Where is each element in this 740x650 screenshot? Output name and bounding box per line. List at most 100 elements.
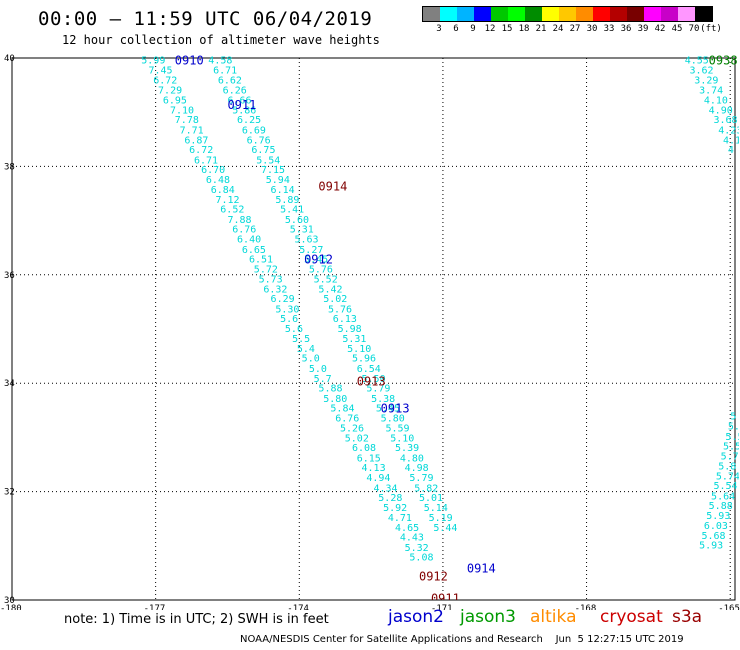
swh-value: 5.45 <box>304 255 328 266</box>
swh-value: 6.13 <box>333 314 357 325</box>
longitude-tick-label: -180 <box>0 604 22 610</box>
longitude-tick-label: -177 <box>144 604 166 610</box>
swh-value: 6.32 <box>263 284 287 295</box>
colorbar-swatch <box>576 7 593 21</box>
longitude-tick-label: -174 <box>287 604 309 610</box>
swh-value: 5.79 <box>366 384 390 395</box>
swh-value: 5.41 <box>280 205 304 216</box>
swh-value: 3.29 <box>694 76 718 87</box>
credit-line: NOAA/NESDIS Center for Satellite Applica… <box>240 634 684 645</box>
swh-value: 5.38 <box>371 394 395 405</box>
swh-value: 7.15 <box>261 165 285 176</box>
swh-value: 5.93 <box>706 511 730 522</box>
swh-value: 6.84 <box>211 185 235 196</box>
swh-value: 6.75 <box>251 145 275 156</box>
swh-value: 5.59 <box>385 424 409 435</box>
legend-jason2: jason2 <box>388 607 444 627</box>
colorbar-label: 12 <box>484 24 496 34</box>
swh-value: 6.29 <box>271 294 295 305</box>
swh-value: 6.69 <box>242 126 266 137</box>
swh-value: 5.44 <box>433 523 457 534</box>
swh-value: 5.01 <box>419 493 443 504</box>
latitude-tick-label: 36 <box>4 271 15 281</box>
swh-value: 5.31 <box>290 225 314 236</box>
pass-time-label: 0912 <box>419 570 448 584</box>
swh-value: 5.74 <box>716 471 740 482</box>
pass-time-label: 0913 <box>381 402 410 416</box>
colorbar-swatches <box>422 6 713 22</box>
pass-time-label: 0911 <box>227 98 256 112</box>
colorbar-label: 3 <box>436 24 442 34</box>
swh-value: 5.50 <box>362 374 386 385</box>
swh-value: 6.15 <box>357 453 381 464</box>
latitude-tick-label: 38 <box>4 162 15 172</box>
swh-value: 5.80 <box>323 394 347 405</box>
swh-value: 7.71 <box>180 126 204 137</box>
swh-value: 5.63 <box>294 234 318 245</box>
swh-value: 5.76 <box>328 304 352 315</box>
swh-value: 5.99 <box>141 56 165 67</box>
colorbar-swatch <box>542 7 559 21</box>
latitude-tick-label: 30 <box>4 596 15 606</box>
swh-value: 5.60 <box>285 215 309 226</box>
swh-value: 5.93 <box>699 541 723 552</box>
colorbar-swatch <box>559 7 576 21</box>
legend-altika: altika <box>530 607 577 627</box>
swh-value: 6.08 <box>352 443 376 454</box>
swh-value: 5.0 <box>309 364 327 375</box>
colorbar-swatch <box>695 7 712 21</box>
swh-value: 6.76 <box>335 413 359 424</box>
colorbar-swatch <box>678 7 695 21</box>
colorbar-swatch <box>644 7 661 21</box>
swh-value: 7.29 <box>158 85 182 96</box>
colorbar-swatch <box>457 7 474 21</box>
colorbar-label: 70 <box>688 24 700 34</box>
swh-value: 5.84 <box>330 404 354 415</box>
swh-value: 5.5 <box>292 334 310 345</box>
swh-value: 6.76 <box>247 135 271 146</box>
swh-value: 6.54 <box>357 364 381 375</box>
swh-value: 5.5 <box>723 442 740 453</box>
swh-value: 5.80 <box>381 413 405 424</box>
swh-value: 5.94 <box>266 175 290 186</box>
swh-value: 4.13 <box>362 463 386 474</box>
swh-value: 5.96 <box>352 354 376 365</box>
swh-value: 6.71 <box>194 155 218 166</box>
longitude-tick-label: -165 <box>718 604 740 610</box>
legend-s3a: s3a <box>672 607 703 627</box>
swh-value: 5.86 <box>232 105 256 116</box>
swh-value: 6.70 <box>201 165 225 176</box>
pass-time-label: 0914 <box>467 561 496 575</box>
wave-height-map: 40 38 36 34 32 30-180 -177 -174 -171 -168 -165 5.99… <box>0 54 740 610</box>
swh-value: 5.14 <box>424 503 448 514</box>
swh-value: 4.34 <box>374 483 398 494</box>
swh-value: 5.68 <box>701 531 725 542</box>
longitude-tick-label: -168 <box>575 604 597 610</box>
pass-time-label: 0911 <box>431 591 460 605</box>
swh-value: 5.02 <box>323 294 347 305</box>
swh-value: 6.62 <box>218 76 242 87</box>
swh-value: 6.66 <box>227 96 251 107</box>
swh-value: 5.19 <box>429 513 453 524</box>
colorbar-swatch <box>474 7 491 21</box>
colorbar-label: 6 <box>453 24 459 34</box>
swh-value: 4.23 <box>718 126 740 137</box>
swh-value: 5.73 <box>259 275 283 286</box>
swh-value: 4.10 <box>704 96 728 107</box>
colorbar-label: 39 <box>637 24 649 34</box>
latitude-tick-label: 32 <box>4 488 15 498</box>
colorbar-label: 9 <box>470 24 476 34</box>
latitude-tick-label: 40 <box>4 54 15 64</box>
swh-value: 4.94 <box>366 473 390 484</box>
swh-value: 5.02 <box>345 433 369 444</box>
swh-value: 6.87 <box>184 135 208 146</box>
swh-value: 5.98 <box>338 324 362 335</box>
swh-value: 6.95 <box>163 96 187 107</box>
swh-value: 3.74 <box>699 85 723 96</box>
swh-value: 6.51 <box>249 255 273 266</box>
pass-time-label: 0912 <box>304 253 333 267</box>
colorbar-label: 21 <box>535 24 547 34</box>
swh-value: 5.76 <box>309 264 333 275</box>
swh-value: 5.0 <box>302 354 320 365</box>
swh-value: 7.88 <box>227 215 251 226</box>
